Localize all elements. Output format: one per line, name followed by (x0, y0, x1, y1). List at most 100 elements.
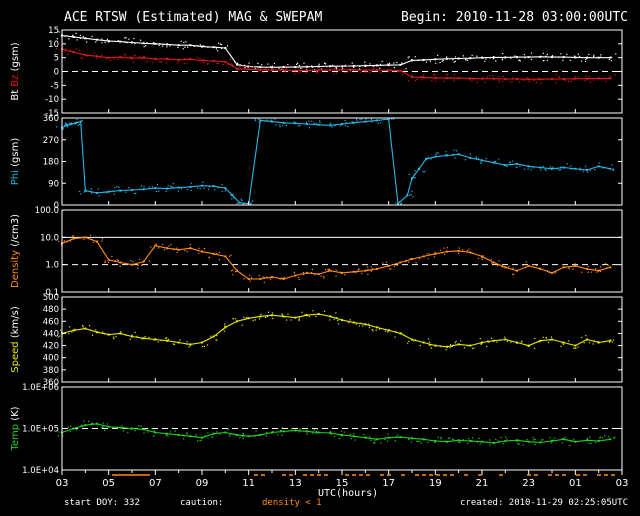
mag-bz-sample (528, 80, 531, 82)
density-density-sample (477, 257, 480, 260)
speed-speed-sample (452, 344, 454, 346)
speed-speed-sample (301, 311, 303, 313)
phi-phi-sample (414, 177, 416, 179)
density-density-sample (302, 272, 305, 274)
density-density-sample (432, 253, 435, 255)
mag-bz-sample (446, 74, 448, 76)
mag-bt-sample (193, 45, 195, 48)
speed-speed-sample (463, 347, 466, 349)
temp-temp-sample (518, 443, 520, 445)
density-density-point (341, 271, 343, 274)
speed-speed-sample (60, 329, 62, 331)
speed-speed-sample (371, 328, 373, 331)
speed-speed-sample (172, 343, 174, 345)
density-density-sample (153, 247, 155, 249)
mag-bz-sample (152, 62, 154, 64)
mag-bt-sample (439, 61, 441, 64)
density-density-sample (130, 260, 132, 262)
temp-temp-sample (608, 436, 610, 438)
temp-temp-sample (533, 439, 535, 441)
mag-bz-point (166, 57, 168, 60)
phi-phi-sample (118, 186, 120, 188)
temp-temp-sample (504, 436, 507, 438)
mag-bt-sample (139, 39, 142, 41)
speed-speed-sample (496, 341, 498, 343)
temp-temp-sample (250, 435, 253, 437)
phi-phi-sample (589, 169, 591, 171)
phi-phi-sample (285, 124, 287, 127)
speed-ylabel: Speed (km/s) (10, 306, 21, 373)
mag-bz-sample (373, 67, 375, 70)
temp-temp-sample (135, 427, 137, 429)
density-ytick-label: 10.0 (40, 233, 59, 243)
mag-bz-point (364, 69, 367, 72)
mag-bt-point (469, 57, 472, 60)
mag-bz-sample (268, 68, 270, 70)
phi-phi-sample (158, 190, 160, 192)
mag-bz-sample (262, 71, 264, 73)
temp-temp-sample (153, 435, 155, 437)
phi-phi-sample (339, 125, 342, 127)
phi-phi-sample (214, 189, 216, 191)
phi-phi-sample (516, 166, 518, 169)
phi-phi-point (586, 168, 588, 171)
density-density-sample (370, 270, 372, 272)
temp-temp-sample (447, 437, 449, 439)
mag-bz-sample (229, 58, 232, 60)
speed-speed-sample (205, 339, 207, 342)
temp-temp-point (586, 439, 588, 442)
mag-bt-sample (182, 48, 184, 50)
density-density-sample (356, 270, 358, 272)
mag-bz-sample (387, 68, 389, 70)
temp-temp-sample (571, 440, 573, 442)
speed-speed-sample (429, 344, 431, 346)
temp-temp-point (434, 439, 437, 442)
speed-speed-sample (315, 315, 317, 318)
temp-temp-sample (280, 430, 282, 432)
mag-bz-point (189, 58, 192, 61)
density-density-sample (101, 238, 104, 240)
temp-temp-point (212, 432, 215, 435)
mag-bz-sample (555, 82, 557, 84)
speed-speed-sample (568, 340, 570, 342)
mag-bt-sample (577, 53, 579, 55)
speed-speed-point (317, 313, 320, 315)
temp-temp-sample (517, 443, 519, 445)
density-density-sample (574, 263, 576, 265)
mag-bt-point (247, 65, 250, 68)
speed-speed-sample (203, 345, 205, 348)
density-density-sample (513, 273, 515, 276)
temp-temp-sample (311, 431, 314, 433)
mag-ytick-label: -15 (45, 109, 59, 119)
speed-speed-point (131, 335, 133, 338)
mag-bt-point (457, 57, 460, 60)
speed-speed-sample (68, 326, 71, 328)
speed-speed-sample (224, 323, 226, 325)
mag-bz-sample (340, 65, 342, 67)
density-density-point (224, 255, 227, 258)
temp-temp-sample (397, 434, 399, 436)
mag-bt-sample (56, 38, 59, 40)
mag-bz-sample (567, 80, 570, 82)
density-density-point (154, 244, 157, 247)
density-density-point (294, 274, 297, 277)
mag-bz-sample (498, 81, 501, 83)
density-density-sample (208, 256, 210, 258)
mag-bz-point (516, 77, 518, 80)
mag-bz-point (96, 55, 98, 58)
mag-bz-sample (138, 56, 141, 58)
temp-temp-point (259, 433, 262, 436)
mag-bz-sample (610, 75, 612, 78)
mag-bz-point (107, 56, 110, 59)
speed-speed-sample (548, 341, 550, 344)
temp-temp-point (399, 436, 402, 439)
temp-temp-sample (92, 422, 94, 425)
density-density-point (119, 261, 122, 264)
phi-phi-sample (98, 195, 100, 197)
phi-phi-sample (495, 160, 497, 163)
temp-temp-sample (554, 437, 556, 439)
mag-bt-sample (104, 41, 106, 44)
density-density-sample (441, 252, 443, 254)
mag-bz-sample (96, 57, 98, 59)
phi-phi-point (411, 177, 413, 180)
